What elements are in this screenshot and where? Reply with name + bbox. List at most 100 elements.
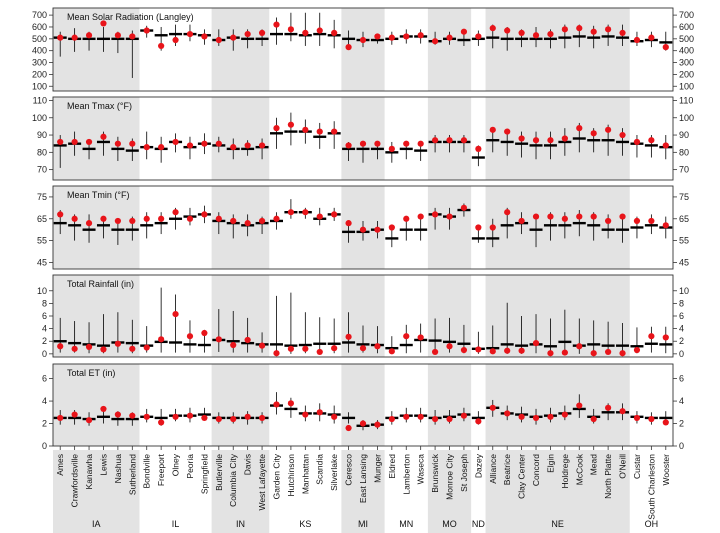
observed-point — [85, 220, 93, 227]
observed-point — [633, 217, 641, 225]
observed-point — [258, 142, 266, 149]
observed-point — [244, 220, 251, 227]
observed-point — [215, 36, 222, 44]
y-tick-label-left: 6 — [42, 311, 47, 321]
observed-point — [576, 343, 583, 350]
y-tick-label-right: 65 — [679, 214, 689, 224]
observed-point — [158, 144, 165, 151]
observed-point — [143, 27, 150, 34]
observed-point — [287, 26, 295, 33]
site-label: Holdrege — [560, 454, 570, 489]
observed-point — [576, 213, 583, 220]
observed-point — [172, 138, 179, 146]
y-tick-label-left: 300 — [32, 58, 47, 68]
observed-point — [158, 42, 165, 50]
y-tick-label-right: 300 — [679, 58, 694, 68]
y-tick-label-left: 110 — [33, 95, 47, 105]
observed-point — [460, 346, 468, 354]
observed-point — [633, 138, 641, 146]
observed-point — [561, 215, 568, 222]
site-label: Eldred — [387, 454, 397, 479]
observed-point — [316, 348, 323, 356]
state-shade-band — [427, 8, 472, 91]
observed-point — [244, 142, 251, 149]
observed-point — [287, 121, 295, 128]
y-tick-label-right: 6 — [679, 374, 684, 384]
panel-title: Mean Tmin (°F) — [67, 190, 129, 200]
observed-point — [71, 34, 78, 41]
observed-point — [561, 26, 568, 33]
observed-point — [605, 348, 612, 356]
site-label: Springfield — [199, 454, 209, 494]
state-shade-band — [485, 186, 630, 269]
state-shade-band — [341, 97, 385, 180]
observed-point — [374, 140, 381, 147]
panel-title: Total ET (in) — [67, 368, 115, 378]
site-label: Lewis — [98, 454, 108, 476]
observed-point — [316, 213, 323, 220]
state-label-shade — [211, 450, 270, 533]
y-tick-label-right: 500 — [679, 34, 694, 44]
observed-point — [662, 44, 669, 51]
observed-point — [605, 26, 612, 33]
observed-point — [576, 125, 583, 132]
observed-point — [100, 133, 107, 140]
observed-point — [417, 32, 424, 39]
observed-point — [374, 421, 381, 428]
observed-point — [215, 140, 222, 147]
observed-point — [460, 28, 468, 35]
state-label-shade — [341, 450, 385, 533]
site-label: Sutherland — [127, 454, 137, 495]
y-tick-label-right: 45 — [679, 257, 689, 267]
y-tick-label-left: 400 — [32, 46, 47, 56]
observed-point — [504, 347, 511, 354]
observed-point — [258, 217, 266, 225]
y-tick-label-left: 6 — [42, 374, 47, 384]
state-shade-band — [427, 364, 472, 446]
site-label: Butlerville — [214, 454, 224, 491]
observed-point — [417, 334, 424, 341]
observed-point — [345, 142, 352, 149]
observed-point — [100, 215, 107, 222]
site-label: Manhattan — [300, 454, 310, 494]
observed-point — [633, 36, 641, 44]
site-label: Mead — [589, 454, 599, 476]
observed-point — [258, 342, 266, 349]
observed-point — [475, 346, 482, 353]
y-tick-label-left: 65 — [37, 214, 47, 224]
y-tick-label-left: 700 — [32, 10, 47, 20]
observed-point — [143, 344, 150, 351]
observed-point — [273, 401, 280, 408]
observed-point — [143, 144, 150, 151]
state-label: OH — [645, 519, 659, 529]
observed-point — [71, 411, 78, 418]
state-shade-band — [211, 8, 270, 91]
panel-title: Mean Tmax (°F) — [67, 101, 132, 111]
observed-point — [518, 347, 525, 354]
observed-point — [648, 415, 655, 423]
observed-point — [547, 350, 554, 357]
observed-point — [57, 211, 64, 218]
observed-point — [489, 25, 496, 32]
observed-point — [57, 34, 64, 41]
y-tick-label-left: 4 — [42, 324, 47, 334]
observed-point — [460, 204, 468, 211]
observed-point — [287, 400, 295, 407]
observed-point — [316, 27, 323, 34]
state-label-shade — [427, 450, 472, 533]
site-label: McCook — [574, 453, 584, 485]
state-shade-band — [485, 8, 630, 91]
observed-point — [431, 348, 439, 356]
observed-point — [201, 414, 208, 422]
y-tick-label-right: 90 — [679, 130, 689, 140]
site-label: Dazey — [473, 453, 483, 478]
observed-point — [345, 333, 352, 340]
y-tick-label-right: 0 — [679, 349, 684, 359]
site-label: Davis — [243, 454, 253, 475]
y-tick-label-left: 4 — [42, 396, 47, 406]
observed-point — [186, 30, 194, 38]
observed-point — [287, 345, 295, 352]
y-tick-label-left: 0 — [42, 349, 47, 359]
y-tick-label-left: 2 — [42, 336, 47, 346]
